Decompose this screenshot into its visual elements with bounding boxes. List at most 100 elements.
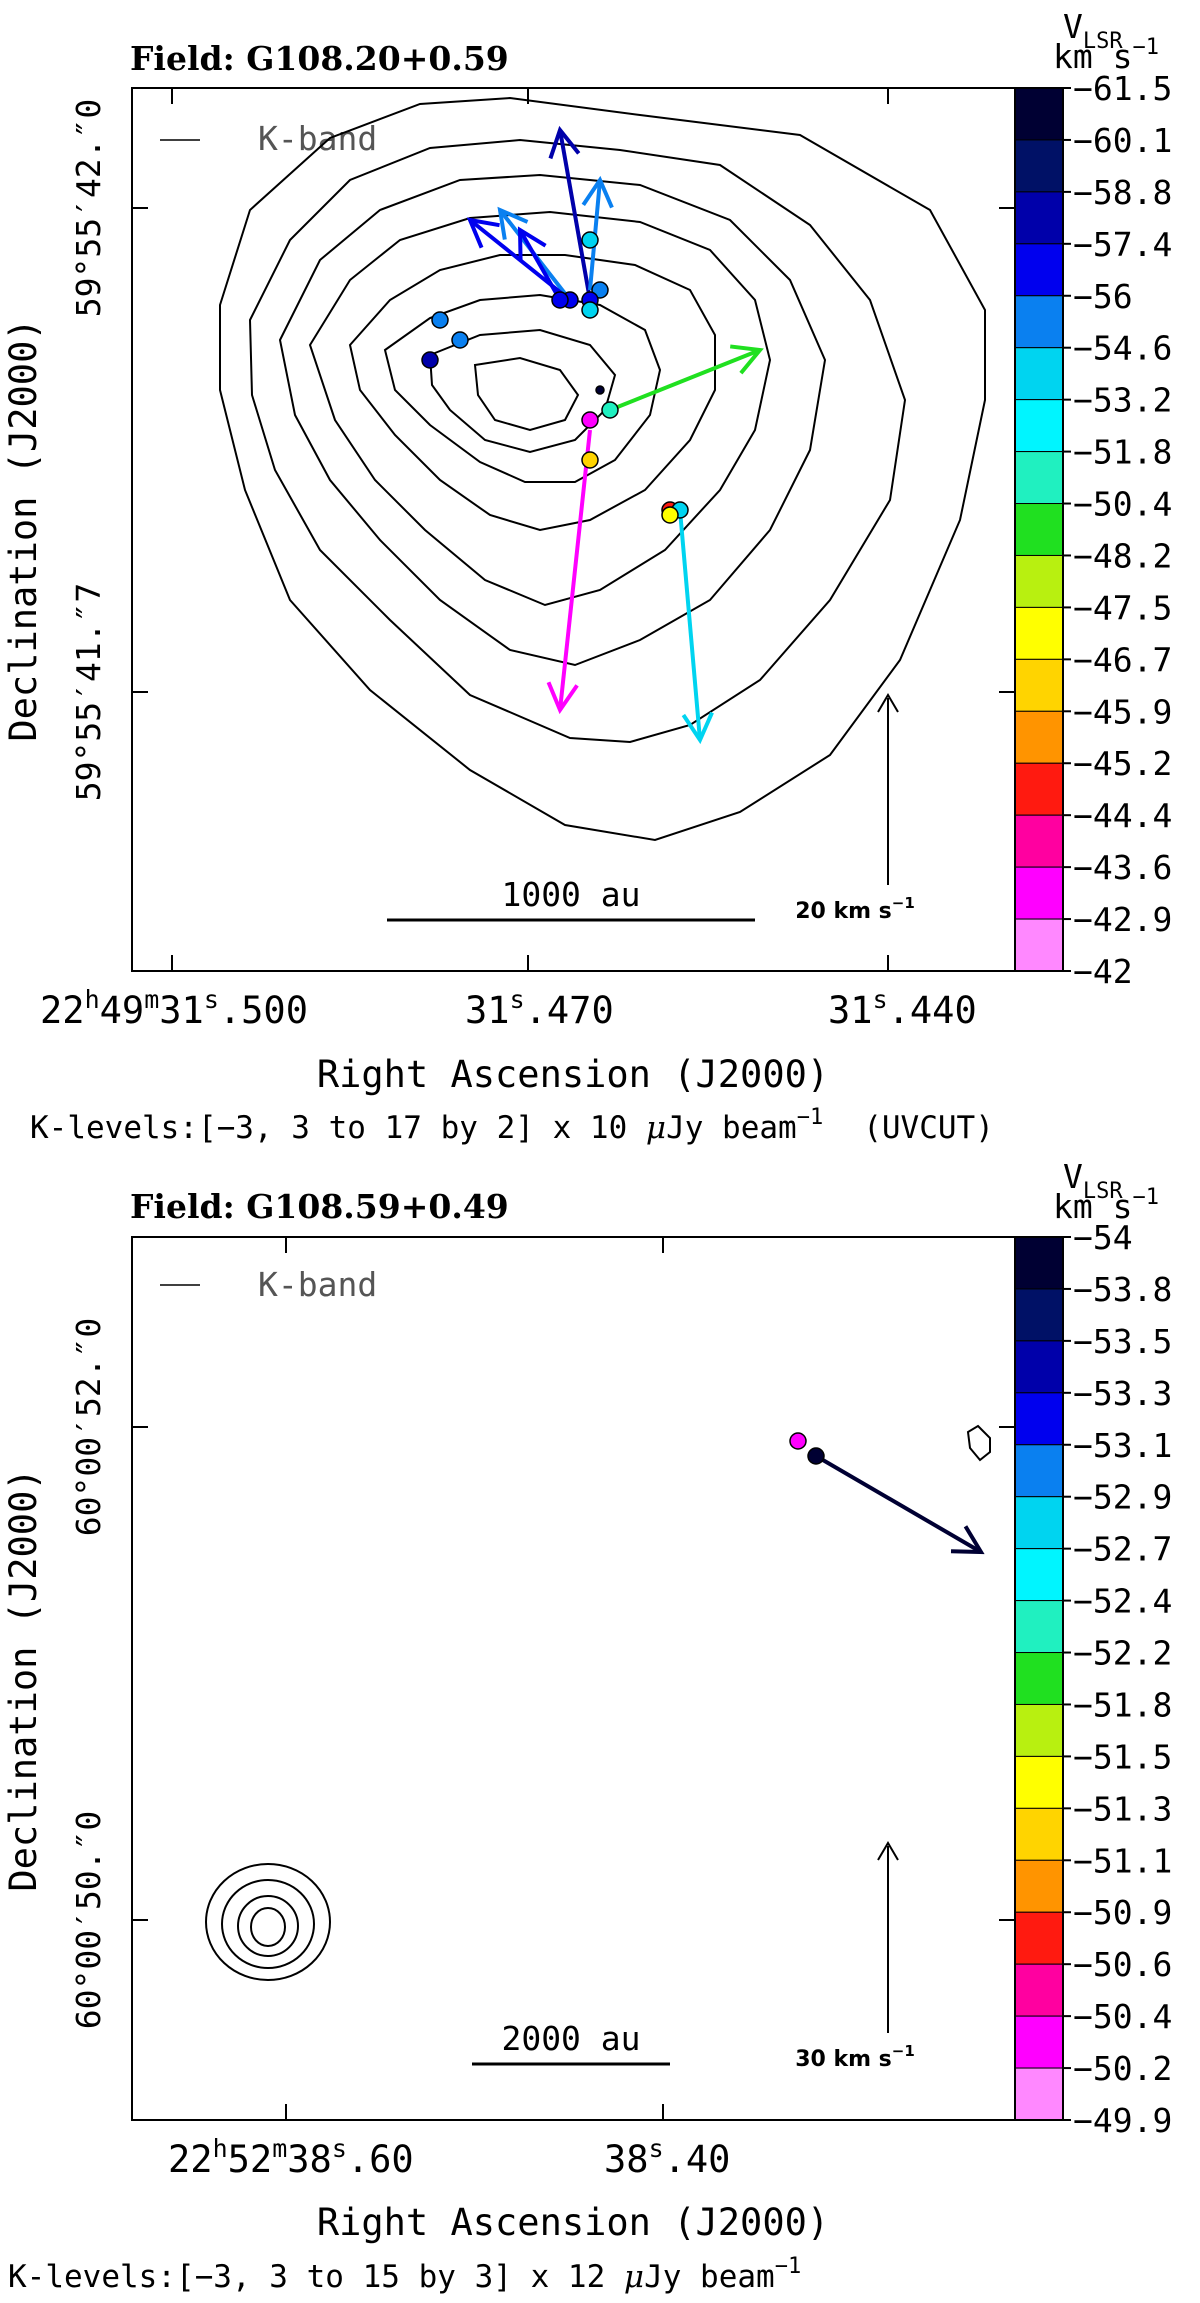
x-tick-label: 22h52m38s.60 [168,2134,414,2181]
colorbar-swatch [1014,866,1064,920]
contour-level [278,173,827,667]
maser-spot [661,506,679,524]
colorbar-swatch [1014,918,1064,972]
panel-g108-20: Field: G108.20+0.59 K-band 20 km s−1 [2,7,1172,1146]
maser-spot [581,411,599,429]
colorbar-swatch [1014,399,1064,453]
vector-arrowhead [466,217,500,249]
ref-vector-head [877,1841,899,1861]
levels-note: K-levels:[−3, 3 to 17 by 2] x 10 μJy bea… [30,1105,994,1146]
colorbar-frame [1014,87,1064,972]
colorbar-tick-label: −52.9 [1073,1478,1172,1517]
contour-level [221,1879,315,1969]
colorbar-tick-label: −46.7 [1073,640,1172,679]
colorbar-tick-label: −48.2 [1073,536,1172,575]
colorbar-tick-label: −54.6 [1073,329,1172,368]
x-tick-label: 31s.470 [465,985,614,1032]
maser-spot [421,351,439,369]
ref-vector-label: 20 km s−1 [795,894,915,924]
vector-arrowhead [729,344,764,375]
levels-note: K-levels:[−3, 3 to 15 by 3] x 12 μJy bea… [8,2254,801,2295]
panel1-reference-vector: 20 km s−1 [795,693,915,924]
colorbar-swatch [1014,503,1064,556]
colorbar-swatch [1014,2015,1064,2069]
ref-vector-head [877,693,899,713]
maser-spot [451,331,469,349]
panel1-scale-bar: 1000 au [387,875,755,922]
colorbar-tick-label: −53.3 [1073,1374,1172,1413]
ref-vector-label: 30 km s−1 [795,2042,915,2072]
colorbar-swatch [1014,762,1064,816]
panel1-title: Field: G108.20+0.59 [130,39,509,78]
panel1-plot-frame [131,87,1016,972]
colorbar-tick-label: −44.4 [1073,796,1172,835]
vector-arrowhead [548,125,581,160]
contour-level [205,1863,331,1981]
colorbar-tick-label: −52.2 [1073,1634,1172,1673]
colorbar-swatch [1014,1444,1064,1498]
colorbar-swatch [1014,1963,1064,2017]
maser-spot [581,231,599,249]
contour-level [250,1907,286,1947]
maser-spot [581,301,599,319]
colorbar-swatch [1014,87,1064,141]
panel2-colorbar: −54 −53.8 −53.5 −53.3 −53.1 −52.9 −52.7 −52.4 −5… [1014,1218,1172,2140]
colorbar-tick-label: −53.5 [1073,1322,1172,1361]
colorbar-tick-label: −50.4 [1073,485,1172,524]
contour-level [966,1424,991,1462]
colorbar-tick-label: −53.2 [1073,381,1172,420]
panel2-plot-frame [131,1236,1016,2121]
x-tick-label: 38s.40 [604,2134,730,2181]
colorbar-tick-label: −47.5 [1073,588,1172,627]
colorbar-swatch [1014,1340,1064,1394]
colorbar-tick-label: −49.9 [1073,2101,1172,2140]
vector-arrowhead [581,175,614,209]
colorbar-tick-label: −42 [1073,952,1133,991]
contour-level [348,254,716,532]
colorbar-tick-label: −50.4 [1073,1997,1172,2036]
panel2-ticks [132,1237,1015,2120]
colorbar-tick-label: −45.2 [1073,744,1172,783]
colorbar-swatch [1014,347,1064,401]
contour-level [237,1895,299,1957]
colorbar-title: VLSR [1063,1157,1123,1204]
vector-arrowhead [497,206,529,240]
colorbar-tick-label: −51.5 [1073,1737,1172,1776]
colorbar-swatch [1014,243,1064,297]
colorbar-tick-label: −53.8 [1073,1270,1172,1309]
scale-bar-label: 1000 au [501,875,640,914]
contour-level [219,96,986,842]
colorbar-tick-label: −60.1 [1073,121,1172,160]
panel-g108-59: Field: G108.59+0.49 K-band 30 km s−1 200… [2,1157,1172,2295]
contour-level [308,210,772,607]
colorbar-tick-label: −50.2 [1073,2049,1172,2088]
velocity-vector [518,229,562,301]
colorbar-title: VLSR [1063,7,1123,54]
y-tick-label: 60°00′52.″0 [69,1318,108,1537]
colorbar-swatch [1014,295,1064,349]
x-axis-label: Right Ascension (J2000) [317,1053,829,1096]
colorbar-swatch [1014,710,1064,764]
colorbar-swatch [1014,1859,1064,1913]
colorbar-swatch [1014,1755,1064,1809]
colorbar-tick-label: −57.4 [1073,225,1172,264]
maser-spot [789,1432,807,1450]
colorbar-unit: km s−1 [1053,1185,1159,1226]
colorbar-tick-label: −61.5 [1073,69,1172,108]
colorbar-unit: km s−1 [1053,35,1159,76]
colorbar-swatch [1014,1496,1064,1550]
colorbar-tick-label: −56 [1073,277,1133,316]
y-tick-label: 59°55′42.″0 [69,99,108,318]
colorbar-tick-label: −45.9 [1073,692,1172,731]
y-tick-label: 59°55′41.″7 [69,583,108,802]
colorbar-swatch [1014,139,1064,193]
velocity-vector [558,129,592,301]
colorbar-swatch [1014,1911,1064,1965]
colorbar-tick-label: −42.9 [1073,900,1172,939]
colorbar-tick-label: −50.6 [1073,1945,1172,1984]
contour-level [383,293,662,483]
panel1-maser-spots [421,231,689,524]
panel2-title: Field: G108.59+0.49 [130,1187,509,1226]
colorbar-swatch [1014,1807,1064,1861]
scale-bar-label: 2000 au [501,2019,640,2058]
